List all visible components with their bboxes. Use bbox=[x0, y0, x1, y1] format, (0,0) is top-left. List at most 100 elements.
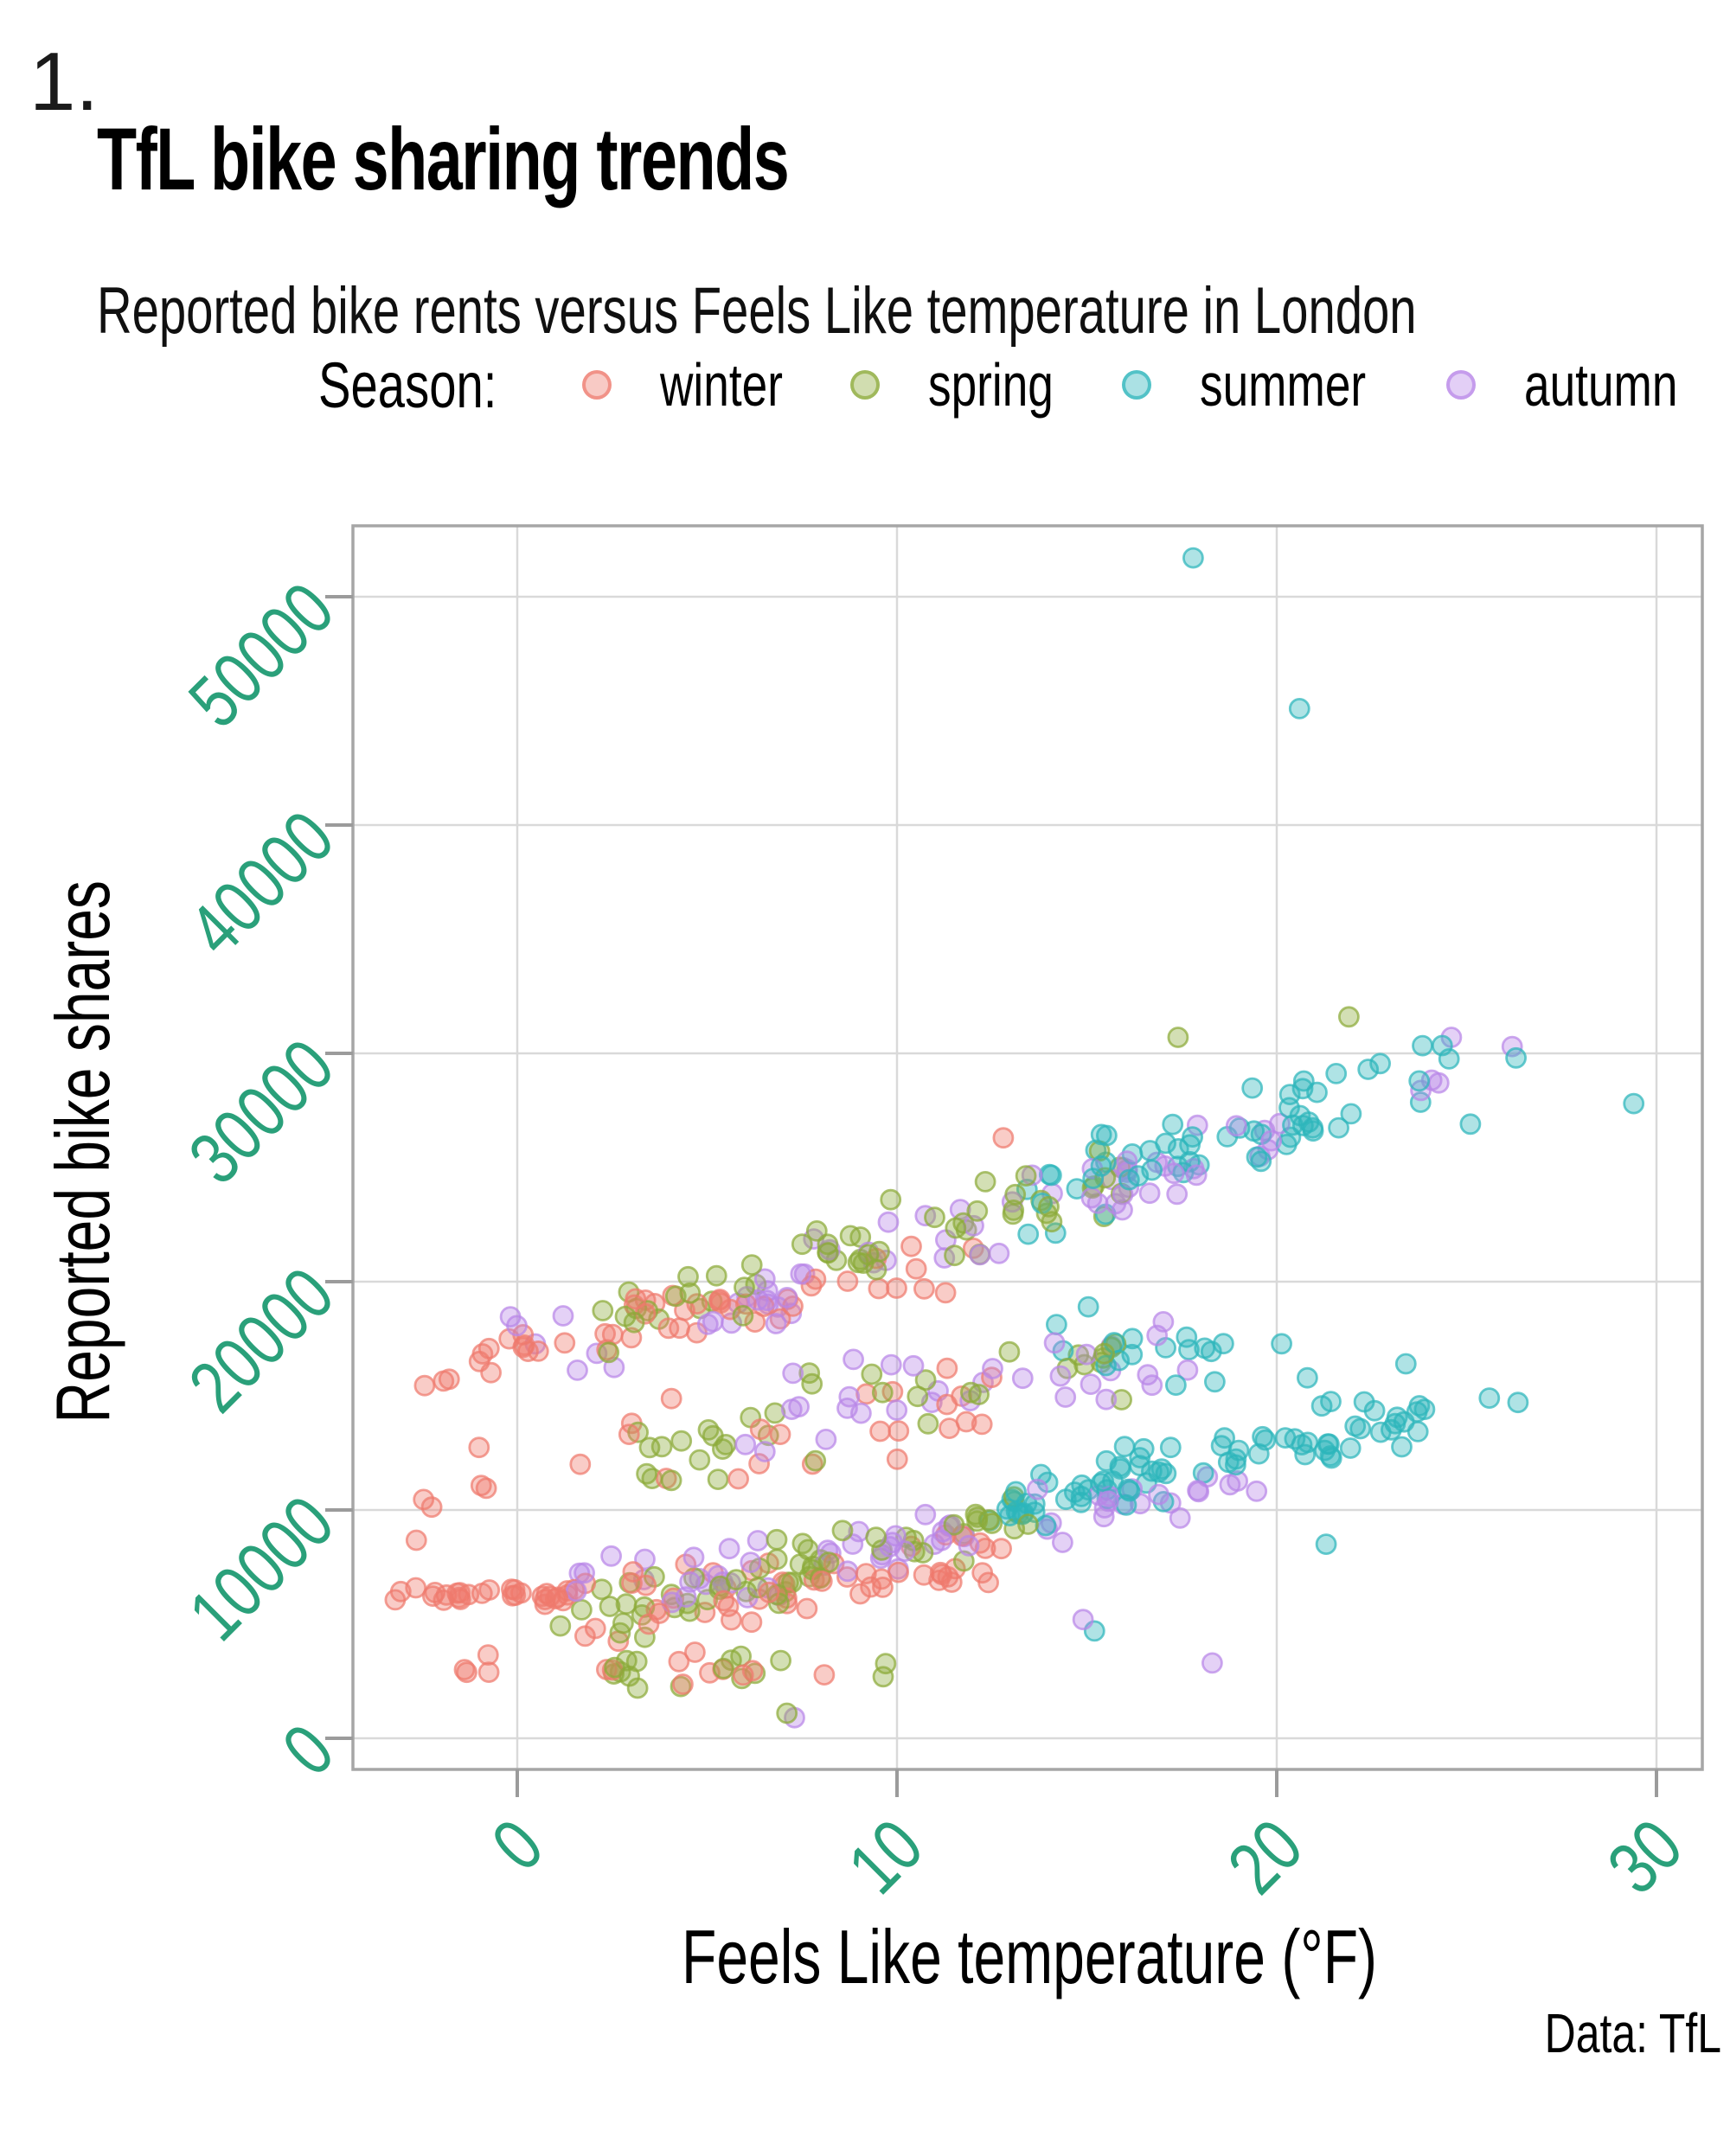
scatter-point bbox=[1247, 1443, 1270, 1465]
scatter-point bbox=[740, 1551, 762, 1573]
scatter-point bbox=[1339, 1437, 1362, 1459]
scatter-point bbox=[1386, 1406, 1408, 1429]
scatter-point bbox=[960, 1381, 982, 1404]
scatter-point bbox=[1297, 1431, 1319, 1454]
scatter-point bbox=[725, 1569, 747, 1590]
scatter-point bbox=[1349, 1417, 1372, 1440]
scatter-point bbox=[420, 1496, 443, 1519]
scatter-point bbox=[618, 1423, 640, 1445]
scatter-point bbox=[865, 1526, 887, 1548]
scatter-point bbox=[682, 1546, 705, 1569]
legend-label-autumn: autumn bbox=[1524, 351, 1678, 419]
scatter-point bbox=[749, 1418, 772, 1441]
x-axis-title: Feels Like temperature (°F) bbox=[681, 1914, 1377, 1999]
scatter-point bbox=[928, 1570, 950, 1591]
scatter-point bbox=[1292, 1070, 1315, 1092]
scatter-point bbox=[886, 1399, 908, 1421]
scatter-point bbox=[1021, 1164, 1043, 1187]
scatter-point bbox=[917, 1412, 939, 1435]
scatter-point bbox=[1092, 1470, 1114, 1492]
scatter-point bbox=[565, 1580, 587, 1603]
scatter-point bbox=[776, 1287, 798, 1308]
scatter-point bbox=[672, 1673, 694, 1695]
scatter-point bbox=[1167, 1027, 1189, 1048]
scatter-point bbox=[549, 1615, 572, 1637]
panel-border bbox=[351, 524, 1704, 1771]
legend-label-summer: summer bbox=[1199, 351, 1366, 419]
scatter-point bbox=[875, 1653, 897, 1675]
scatter-point bbox=[836, 1270, 859, 1292]
scatter-point bbox=[1129, 1447, 1151, 1468]
scatter-point bbox=[668, 1650, 690, 1673]
scatter-point bbox=[534, 1593, 556, 1615]
scatter-point bbox=[660, 1469, 682, 1492]
scatter-point bbox=[598, 1341, 620, 1364]
scatter-point bbox=[746, 1530, 769, 1551]
scatter-point bbox=[1353, 1391, 1375, 1413]
scatter-point bbox=[766, 1528, 788, 1551]
scatter-point bbox=[811, 1571, 833, 1592]
scatter-point bbox=[702, 1310, 724, 1333]
scatter-point bbox=[1138, 1182, 1161, 1205]
scatter-point bbox=[936, 1393, 958, 1416]
scatter-point bbox=[1315, 1533, 1337, 1555]
legend-item-spring: spring bbox=[849, 350, 1093, 419]
scatter-point bbox=[1318, 1433, 1340, 1455]
winter-dot-icon bbox=[581, 370, 612, 400]
scatter-point bbox=[517, 1340, 539, 1362]
scatter-point bbox=[677, 1265, 699, 1288]
scatter-point bbox=[1478, 1387, 1501, 1409]
scatter-point bbox=[887, 1561, 909, 1583]
scatter-point bbox=[790, 1263, 812, 1285]
scatter-point bbox=[886, 1277, 907, 1299]
scatter-point bbox=[1054, 1386, 1077, 1408]
scatter-point bbox=[1302, 1120, 1324, 1142]
scatter-point bbox=[887, 1420, 910, 1442]
scatter-point bbox=[1044, 1222, 1067, 1244]
scatter-point bbox=[1340, 1103, 1362, 1125]
scatter-point bbox=[943, 1513, 965, 1536]
scatter-point bbox=[966, 1200, 989, 1222]
scatter-point bbox=[1146, 1324, 1169, 1347]
scatter-point bbox=[869, 1420, 891, 1443]
scatter-point bbox=[475, 1477, 497, 1500]
list-item-number: 1. bbox=[29, 35, 99, 128]
scatter-point bbox=[1325, 1063, 1348, 1084]
scatter-point bbox=[886, 1448, 908, 1470]
scatter-point bbox=[1507, 1391, 1529, 1414]
scatter-point bbox=[686, 1293, 708, 1315]
scatter-point bbox=[1278, 1084, 1301, 1105]
scatter-point bbox=[506, 1315, 528, 1337]
legend-label-spring: spring bbox=[927, 351, 1054, 419]
y-axis-title: Reported bike shares bbox=[40, 880, 125, 1423]
scatter-point bbox=[1357, 1059, 1380, 1080]
scatter-point bbox=[813, 1664, 836, 1686]
scatter-point bbox=[732, 1664, 754, 1686]
scatter-point bbox=[1139, 1140, 1161, 1161]
scatter-point bbox=[707, 1468, 729, 1490]
scatter-point bbox=[780, 1398, 803, 1420]
scatter-point bbox=[569, 1453, 592, 1475]
scatter-point bbox=[907, 1385, 929, 1408]
scatter-point bbox=[625, 1288, 647, 1310]
scatter-point bbox=[1297, 1366, 1318, 1389]
scatter-point bbox=[974, 1171, 996, 1193]
scatter-point bbox=[657, 1317, 680, 1340]
scatter-point bbox=[945, 1217, 967, 1239]
scatter-point bbox=[756, 1289, 778, 1312]
scatter-point bbox=[1623, 1092, 1645, 1115]
scatter-point bbox=[971, 1562, 994, 1584]
scatter-point bbox=[675, 1586, 697, 1608]
scatter-point bbox=[944, 1244, 965, 1267]
scatter-point bbox=[1095, 1388, 1118, 1411]
scatter-point bbox=[1169, 1507, 1191, 1529]
legend-label-winter: winter bbox=[659, 351, 783, 419]
scatter-point bbox=[594, 1322, 616, 1345]
scatter-point bbox=[765, 1313, 787, 1334]
scatter-point bbox=[1093, 1342, 1115, 1365]
scatter-point bbox=[502, 1584, 523, 1607]
scatter-point bbox=[1438, 1048, 1460, 1070]
scatter-point bbox=[384, 1589, 407, 1611]
scatter-point bbox=[1150, 1458, 1173, 1480]
scatter-point bbox=[804, 1449, 827, 1472]
